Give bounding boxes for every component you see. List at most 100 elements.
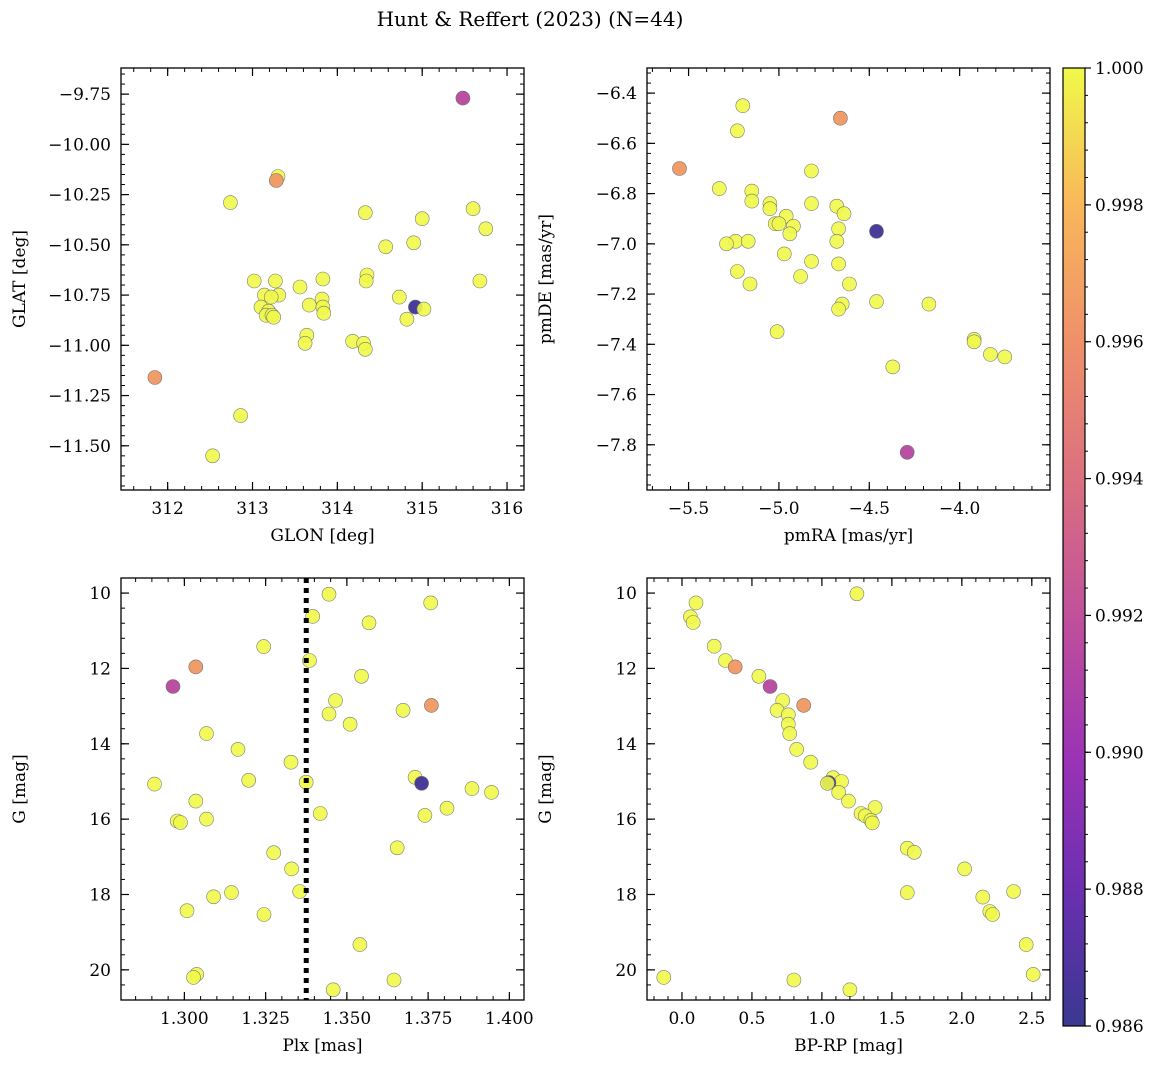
- data-point: [224, 885, 239, 900]
- x-tick-label: −4.5: [849, 499, 890, 519]
- x-axis-label: pmRA [mas/yr]: [784, 526, 913, 546]
- colorbar-tick-label: 0.988: [1095, 880, 1144, 900]
- data-point: [921, 296, 937, 312]
- colorbar-tick-label: 0.986: [1095, 1017, 1144, 1037]
- y-tick-label: −10.00: [48, 135, 111, 155]
- data-point: [268, 173, 284, 188]
- y-axis-label: GLAT [deg]: [10, 230, 30, 328]
- data-point: [414, 211, 430, 226]
- data-point: [386, 972, 402, 988]
- data-point: [804, 163, 819, 179]
- data-point: [985, 907, 1000, 922]
- y-tick-label: −7.6: [596, 386, 637, 406]
- data-point: [869, 294, 884, 309]
- data-point: [789, 742, 805, 757]
- data-point: [1006, 884, 1021, 899]
- data-point: [316, 305, 332, 321]
- data-point: [455, 90, 471, 106]
- data-point: [188, 659, 204, 675]
- x-axis-label: BP-RP [mag]: [794, 1036, 903, 1056]
- data-point: [246, 273, 262, 289]
- data-point: [205, 448, 220, 464]
- axes-frame: [646, 67, 1051, 491]
- x-tick-label: 1.5: [878, 1009, 905, 1029]
- axes-frame: [120, 577, 525, 1001]
- x-tick-label: 312: [151, 499, 183, 519]
- data-point: [730, 123, 745, 139]
- data-point: [831, 785, 847, 800]
- data-point: [357, 205, 373, 220]
- data-point: [321, 586, 337, 602]
- data-point: [831, 256, 846, 272]
- data-point: [842, 982, 858, 998]
- data-point: [744, 193, 760, 209]
- y-tick-label: −7.4: [596, 335, 637, 355]
- y-tick-label: −10.75: [48, 286, 111, 306]
- data-point: [769, 324, 785, 340]
- x-tick-label: 315: [406, 499, 438, 519]
- y-axis-label: G [mag]: [536, 754, 556, 823]
- data-point: [727, 659, 743, 675]
- x-tick-label: 1.375: [404, 1009, 453, 1029]
- data-point: [268, 273, 283, 289]
- data-point: [804, 254, 819, 269]
- x-axis-label: GLON [deg]: [270, 526, 374, 546]
- data-point: [423, 595, 439, 611]
- data-point: [751, 668, 767, 684]
- colorbar-tick-label: 0.994: [1095, 470, 1144, 490]
- x-tick-label: −5.0: [758, 499, 799, 519]
- colorbar-tick-label: 1.000: [1095, 59, 1144, 79]
- data-point: [484, 785, 499, 800]
- data-point: [292, 279, 308, 295]
- data-point: [223, 195, 238, 210]
- data-point: [325, 982, 341, 998]
- data-point: [315, 271, 331, 287]
- data-point: [786, 972, 802, 988]
- y-tick-label: 10: [89, 584, 111, 604]
- x-tick-label: 2.5: [1018, 1009, 1045, 1029]
- y-tick-label: −11.00: [48, 336, 111, 356]
- data-point: [147, 370, 163, 385]
- data-point: [414, 775, 429, 791]
- data-point: [831, 221, 846, 237]
- data-point: [997, 349, 1013, 365]
- data-point: [762, 679, 778, 694]
- y-tick-label: −6.4: [596, 84, 637, 104]
- data-point: [966, 334, 982, 350]
- y-tick-label: −6.8: [596, 185, 637, 205]
- data-point: [836, 206, 852, 221]
- colorbar: 0.986 0.988 0.990 0.992 0.994 0.996 0.998 1.000: [1062, 59, 1144, 1037]
- data-point: [782, 226, 798, 242]
- data-point: [256, 639, 272, 654]
- data-point: [820, 775, 835, 791]
- data-point: [297, 335, 313, 351]
- data-point: [302, 653, 317, 668]
- y-tick-label: 12: [89, 659, 111, 679]
- y-tick-label: −7.8: [596, 436, 637, 456]
- colorbar-tick-label: 0.996: [1095, 333, 1144, 353]
- data-point: [742, 276, 758, 292]
- data-point: [829, 234, 845, 249]
- data-point: [656, 970, 672, 985]
- y-tick-label: −9.75: [59, 85, 111, 105]
- data-point: [803, 754, 819, 770]
- y-tick-label: 16: [89, 810, 111, 830]
- data-point: [357, 341, 373, 357]
- data-point: [188, 793, 204, 809]
- data-point: [464, 781, 480, 796]
- data-point: [389, 840, 405, 856]
- y-axis-label: G [mag]: [10, 754, 30, 823]
- data-point: [230, 742, 246, 757]
- x-tick-label: 0.0: [668, 1009, 695, 1029]
- x-tick-label: 1.350: [323, 1009, 372, 1029]
- data-point: [1018, 937, 1034, 952]
- data-point: [173, 815, 188, 830]
- data-point: [730, 264, 745, 279]
- colorbar-tick-label: 0.992: [1095, 606, 1144, 626]
- data-point: [399, 311, 415, 327]
- data-point: [406, 235, 422, 251]
- data-point: [424, 698, 439, 713]
- data-point: [706, 638, 722, 654]
- data-point: [328, 693, 343, 708]
- data-point: [864, 815, 880, 831]
